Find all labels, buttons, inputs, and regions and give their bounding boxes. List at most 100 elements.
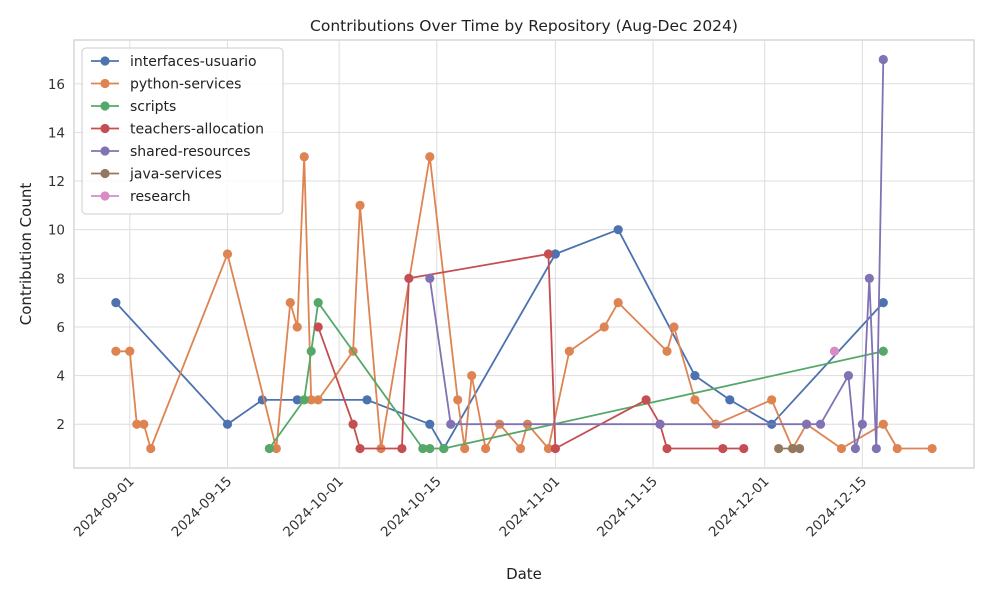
legend-label: interfaces-usuario	[130, 54, 257, 70]
data-point-python-services	[299, 152, 309, 162]
y-tick-label: 14	[48, 125, 65, 141]
data-point-shared-resources	[843, 370, 854, 381]
legend-marker	[100, 146, 110, 156]
y-tick-label: 6	[56, 320, 65, 336]
data-point-shared-resources	[857, 419, 867, 429]
data-point-python-services	[892, 443, 902, 454]
x-tick-label: 2024-09-01	[71, 474, 138, 541]
data-point-python-services	[690, 395, 700, 405]
data-point-python-services	[613, 298, 623, 308]
data-point-teachers-allocation	[355, 443, 365, 454]
data-point-interfaces-usuario	[111, 298, 121, 308]
data-point-interfaces-usuario	[362, 395, 372, 405]
legend-item-teachers-allocation: teachers-allocation	[91, 122, 264, 138]
data-point-python-services	[515, 443, 526, 454]
data-point-python-services	[313, 395, 323, 405]
series-layer	[111, 54, 937, 454]
data-point-python-services	[285, 298, 295, 308]
y-tick-label: 12	[48, 174, 65, 190]
data-point-python-services	[146, 443, 156, 454]
series-scripts	[264, 298, 888, 454]
data-point-python-services	[767, 395, 777, 405]
data-point-interfaces-usuario	[878, 298, 888, 308]
data-point-shared-resources	[801, 419, 812, 429]
data-point-java-services	[774, 443, 784, 454]
series-teachers-allocation	[313, 249, 749, 454]
data-point-python-services	[271, 443, 281, 454]
data-point-python-services	[355, 200, 365, 210]
data-point-shared-resources	[878, 54, 888, 65]
data-point-python-services	[425, 152, 435, 162]
data-point-teachers-allocation	[313, 322, 323, 332]
data-point-teachers-allocation	[662, 443, 672, 454]
chart-title: Contributions Over Time by Repository (A…	[310, 17, 738, 35]
x-axis-ticks: 2024-09-01 2024-09-15 2024-10-01 2024-10-15…	[71, 474, 870, 541]
data-point-interfaces-usuario	[725, 395, 735, 405]
series-line-python-services	[115, 155, 933, 450]
y-tick-label: 4	[56, 369, 65, 385]
legend-item-research: research	[91, 189, 191, 205]
legend-marker	[100, 191, 110, 201]
data-point-teachers-allocation	[739, 443, 749, 454]
x-tick-label: 2024-12-01	[706, 474, 773, 541]
data-point-scripts	[418, 443, 428, 454]
y-axis-ticks: 2 4 6 8 10 12 14 16	[48, 77, 65, 433]
data-point-shared-resources	[655, 419, 665, 429]
data-point-teachers-allocation	[543, 249, 554, 259]
series-shared-resources	[425, 54, 888, 454]
data-point-research	[829, 346, 840, 356]
data-point-python-services	[139, 419, 149, 429]
legend-label: shared-resources	[130, 144, 251, 160]
legend-label: java-services	[129, 167, 222, 183]
data-point-python-services	[669, 322, 679, 332]
data-point-python-services	[878, 419, 888, 429]
data-point-python-services	[306, 395, 316, 405]
x-tick-label: 2024-11-15	[594, 474, 661, 541]
data-point-java-services	[794, 443, 805, 454]
data-point-scripts	[313, 298, 323, 308]
x-axis-label: Date	[506, 565, 542, 583]
data-point-python-services	[460, 443, 470, 454]
data-point-scripts	[264, 443, 274, 454]
data-point-python-services	[599, 322, 609, 332]
y-tick-label: 10	[48, 223, 65, 239]
y-tick-label: 8	[56, 271, 65, 287]
data-point-python-services	[132, 419, 142, 429]
legend-item-python-services: python-services	[91, 77, 241, 93]
data-point-teachers-allocation	[550, 443, 560, 454]
legend: interfaces-usuario python-services scripts…	[81, 47, 284, 215]
data-point-scripts	[439, 443, 449, 454]
data-point-python-services	[927, 443, 937, 454]
data-point-teachers-allocation	[718, 443, 728, 454]
legend-marker	[100, 123, 110, 134]
x-tick-label: 2024-11-01	[496, 474, 563, 541]
series-research	[829, 346, 840, 356]
legend-marker	[100, 56, 110, 66]
data-point-python-services	[481, 443, 491, 454]
data-point-java-services	[788, 443, 798, 454]
data-point-python-services	[836, 443, 847, 454]
data-point-interfaces-usuario	[292, 395, 302, 405]
data-point-shared-resources	[864, 273, 874, 283]
data-point-python-services	[543, 443, 554, 454]
x-tick-label: 2024-10-15	[378, 474, 445, 541]
data-point-python-services	[292, 322, 302, 332]
data-point-teachers-allocation	[348, 419, 358, 429]
data-point-interfaces-usuario	[222, 419, 233, 429]
data-point-scripts	[306, 346, 316, 356]
data-point-scripts	[878, 346, 888, 356]
data-point-scripts	[425, 443, 435, 454]
legend-item-scripts: scripts	[91, 99, 176, 115]
legend-label: teachers-allocation	[130, 122, 264, 138]
legend-marker	[100, 101, 110, 111]
data-point-interfaces-usuario	[690, 370, 700, 381]
x-tick-label: 2024-12-15	[803, 474, 870, 541]
legend-marker	[100, 168, 110, 179]
data-point-shared-resources	[850, 443, 860, 454]
data-point-python-services	[125, 346, 135, 356]
legend-item-shared-resources: shared-resources	[91, 144, 251, 160]
legend-box	[81, 47, 284, 215]
x-tick-label: 2024-09-15	[169, 474, 236, 541]
legend-marker	[100, 78, 110, 89]
